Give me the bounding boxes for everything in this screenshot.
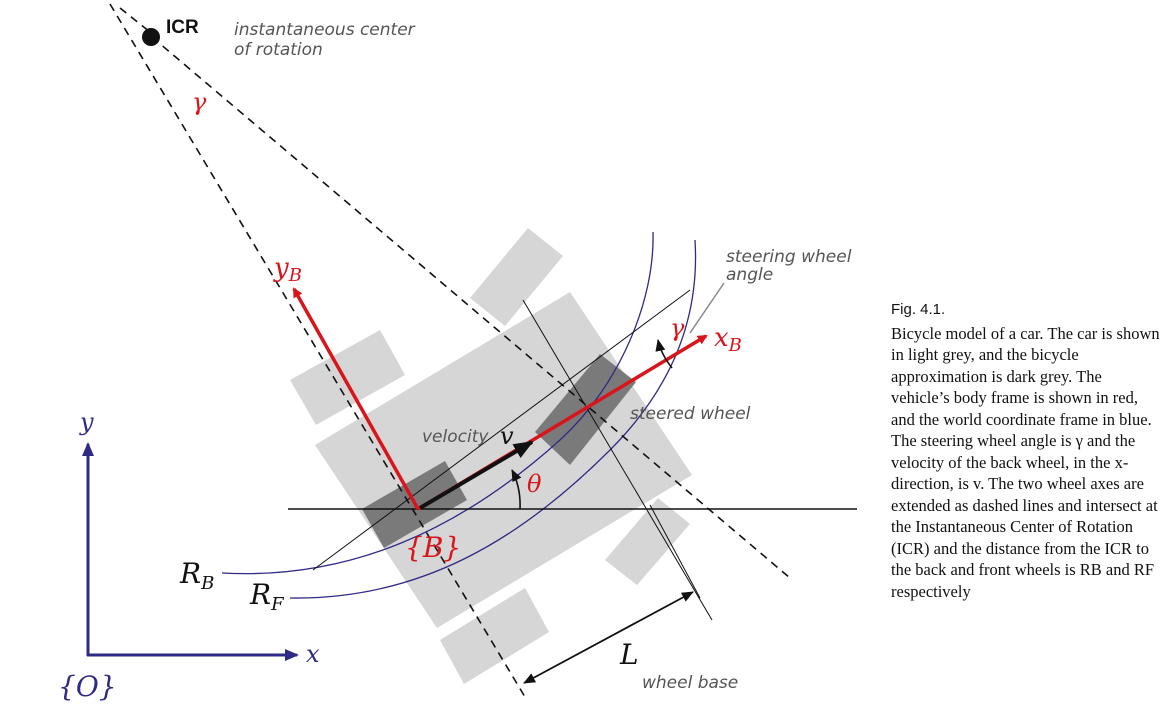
rear-axle-dashed-line (109, 3, 526, 698)
car-wheel-rear-right (440, 588, 549, 684)
world-frame-label: {O} (58, 670, 117, 703)
gamma-front-arc (655, 339, 673, 369)
velocity-symbol: v (500, 422, 514, 450)
figure-caption-text: Bicycle model of a car. The car is shown… (891, 323, 1160, 601)
steered-wheel-label: steered wheel (630, 404, 751, 424)
gamma-top-label: γ (192, 88, 207, 116)
world-x-label: x (306, 640, 320, 668)
wheelbase-word: wheel base (642, 673, 738, 693)
car-wheel-rear-left (290, 330, 405, 425)
body-axis-line (312, 289, 691, 571)
icr-label: ICR (166, 17, 199, 38)
steering-note-line2: angle (726, 265, 773, 285)
rf-arc (289, 239, 697, 599)
rf-label: RF (249, 578, 285, 615)
yb-label: yB (273, 253, 302, 286)
car-wheel-front-left (470, 228, 563, 326)
rear-wheel-extension-line (649, 504, 701, 599)
figure-caption: Fig. 4.1. Bicycle model of a car. The ca… (891, 299, 1161, 602)
steering-note-line1: steering wheel (726, 247, 852, 267)
figure-number: Fig. 4.1. (891, 301, 946, 318)
wheelbase-dimension-arrow (523, 591, 694, 684)
icr-note-line2: of rotation (234, 40, 323, 60)
xb-label: xB (714, 323, 742, 356)
rb-arc (221, 231, 654, 575)
front-wheel-axis-line (522, 299, 713, 621)
steering-note-leader (689, 282, 725, 334)
car-shape (290, 228, 692, 684)
theta-label: θ (527, 470, 542, 498)
yb-axis-arrow (292, 287, 420, 510)
world-y-label: y (79, 408, 94, 436)
body-frame-label: {B} (405, 531, 461, 564)
gamma-front-label: γ (670, 314, 685, 342)
velocity-word: velocity (422, 427, 489, 447)
icr-note-line1: instantaneous center (234, 20, 416, 40)
car-wheel-front-right (605, 498, 690, 585)
theta-arc (511, 469, 522, 510)
velocity-arrow (418, 440, 534, 510)
icr-point (142, 28, 160, 46)
rb-label: RB (179, 557, 214, 594)
wheelbase-symbol: L (619, 638, 639, 671)
